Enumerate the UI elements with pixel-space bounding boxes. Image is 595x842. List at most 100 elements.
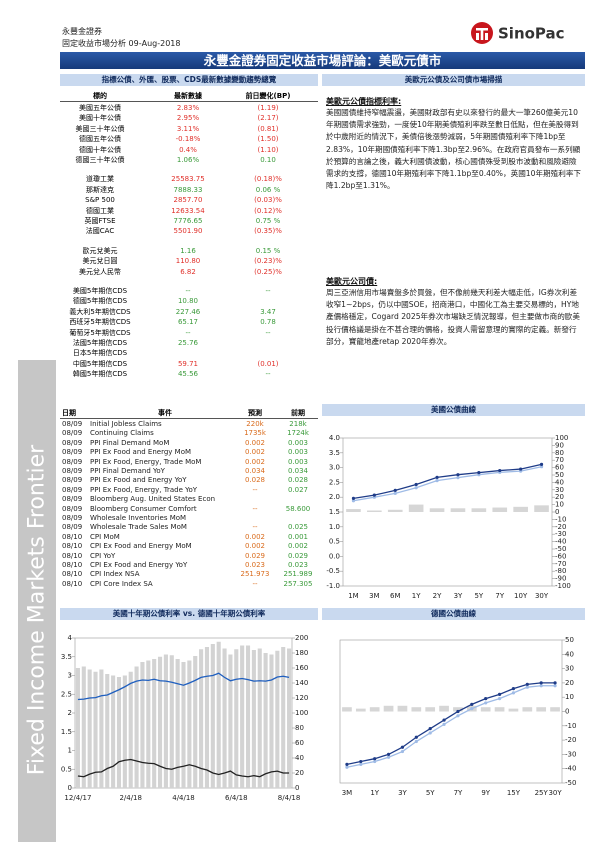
point: [456, 714, 460, 718]
bar: [513, 506, 528, 512]
x-tick-label: 3M: [369, 592, 380, 600]
bar: [245, 645, 251, 788]
calendar-cell: 0.029: [244, 551, 266, 560]
tick-label: 80: [295, 724, 304, 732]
bar: [257, 648, 262, 788]
calendar-cell: 220k: [246, 420, 264, 428]
bar: [216, 641, 221, 788]
tick-label: -40: [555, 538, 566, 546]
x-tick-label: 15Y: [507, 789, 521, 797]
x-tick-label: 6/4/18: [225, 794, 248, 802]
bar: [367, 510, 382, 512]
line: [77, 672, 290, 701]
calendar-cell: 257.305: [283, 579, 313, 588]
bar: [480, 707, 491, 712]
logo-text: SinoPac: [498, 25, 565, 43]
calendar-cell: 08/09: [62, 448, 83, 457]
row-name: 德國工業: [86, 206, 114, 215]
calendar-cell: PPI Final Demand MoM: [90, 438, 170, 447]
bar: [522, 707, 533, 712]
calendar-cell: 0.003: [287, 457, 309, 466]
tick-label: 4: [68, 634, 73, 642]
row-change: 0.78: [260, 318, 276, 327]
bar: [169, 655, 174, 788]
tick-label: 200: [295, 634, 308, 642]
tick-label: 0: [68, 784, 72, 792]
bar: [251, 650, 256, 788]
bar: [234, 649, 239, 788]
bar: [210, 644, 215, 788]
tick-label: 50: [555, 471, 564, 479]
company: 永豐金證券: [62, 27, 102, 36]
row-change: --: [265, 328, 271, 337]
bar: [204, 647, 210, 788]
point: [497, 697, 502, 701]
tick-label: 3.0: [329, 464, 340, 472]
tick-label: -10: [565, 722, 576, 730]
chart-title: 美國公債曲線: [322, 404, 585, 416]
bar: [122, 675, 127, 788]
point: [525, 685, 529, 689]
tick-label: 40: [295, 754, 304, 762]
x-tick-label: 9Y: [481, 789, 490, 797]
x-tick-label: 7Y: [495, 592, 504, 600]
column-header: 預測: [248, 409, 262, 417]
calendar-cell: 0.028: [244, 476, 266, 485]
row-name: 道瓊工業: [86, 175, 114, 184]
column-header: 事件: [158, 409, 172, 417]
row-name: 美國十年公債: [79, 114, 121, 123]
point: [484, 701, 488, 705]
bar: [187, 660, 192, 788]
calendar-cell: 58.600: [285, 504, 311, 513]
calendar-cell: --: [252, 579, 258, 588]
bar: [281, 647, 286, 788]
point: [539, 465, 544, 469]
overview-table: 標的 最新數據 前日變化(BP) 美國五年公債 2.83% (1.19) 美國十年公債 2.9…: [60, 90, 318, 390]
x-tick-label: 7Y: [454, 789, 463, 797]
x-tick-label: 3Y: [398, 789, 407, 797]
point: [456, 709, 460, 714]
bar: [93, 671, 98, 788]
tick-label: 2.5: [61, 690, 72, 698]
bar: [193, 656, 198, 788]
row-name: 法國CAC: [85, 227, 115, 236]
row-name: 美國三十年公債: [75, 124, 125, 133]
x-tick-label: 10Y: [514, 592, 528, 600]
calendar-cell: Initial Jobless Claims: [90, 420, 162, 428]
point: [435, 479, 439, 483]
bar: [134, 666, 139, 788]
tick-label: 40: [555, 478, 564, 486]
tick-label: 160: [295, 664, 308, 672]
bar: [439, 705, 449, 712]
calendar-table: 日期 事件 預測 前期 08/09 Initial Jobless Claims 220k 2…: [60, 408, 318, 604]
point: [345, 765, 349, 769]
point: [428, 731, 432, 735]
row-change: 0.15 %: [255, 246, 281, 255]
calendar-cell: 08/09: [62, 504, 83, 513]
tick-label: -100: [555, 582, 571, 590]
row-value: --: [185, 328, 191, 337]
tick-label: 1.5: [329, 508, 340, 516]
chart: 50 40 30 20 10 0 -10 -20 -30 -40 -50 3M 1Y 3Y 5Y 7Y 9Y 15…: [339, 636, 576, 797]
row-change: (0.35)%: [254, 227, 282, 236]
row-change: --: [265, 287, 271, 295]
x-tick-label: 3M: [342, 789, 353, 797]
header-rule: [60, 101, 318, 102]
row-change: (0.12)%: [254, 206, 282, 215]
scan-text: 美國國債維持窄幅震盪，美國財政部有史以來發行的最大一筆260億美元10年期國債需…: [326, 108, 582, 191]
point: [435, 475, 439, 479]
tick-label: 90: [555, 441, 564, 449]
line: [346, 685, 556, 768]
calendar-cell: CPI Index NSA: [90, 570, 140, 579]
row-name: 韓國5年期信CDS: [72, 370, 128, 379]
row-name: 德國五年公債: [79, 135, 121, 144]
tick-label: 140: [295, 679, 308, 687]
bar: [116, 677, 122, 788]
point: [477, 471, 481, 475]
point: [470, 707, 474, 711]
calendar-cell: 251.989: [283, 570, 313, 579]
x-tick-label: 2Y: [433, 592, 442, 600]
point: [400, 745, 405, 749]
tick-label: 30: [555, 486, 564, 494]
